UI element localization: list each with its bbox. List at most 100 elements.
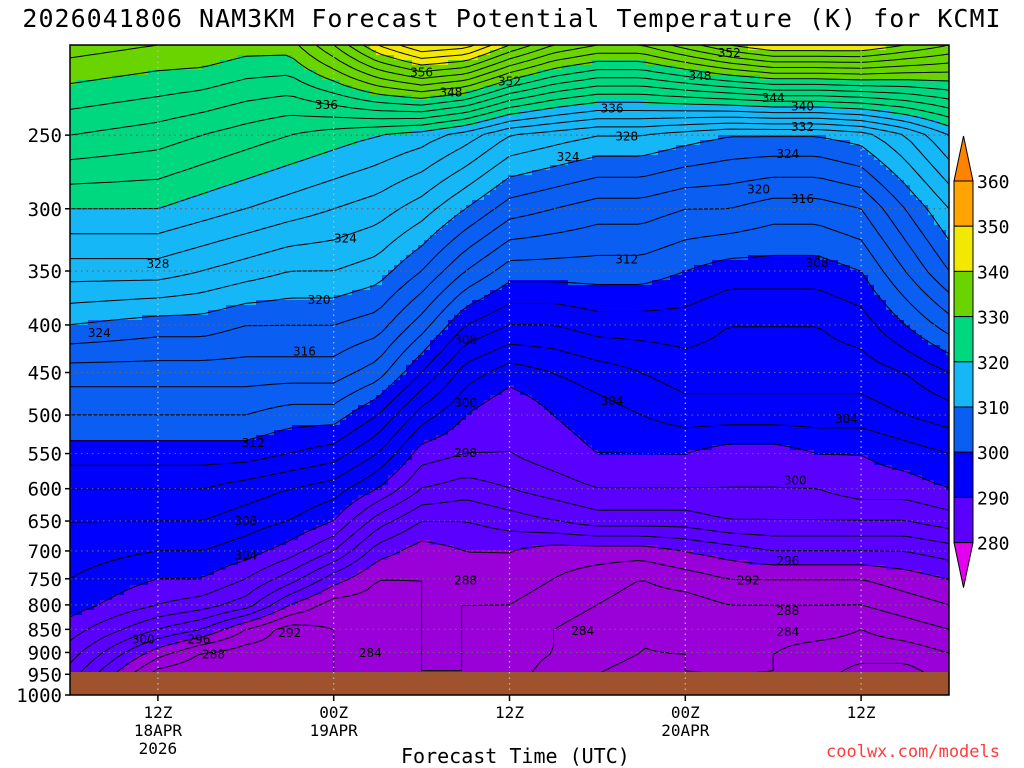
theta-cell — [268, 345, 275, 351]
theta-cell — [124, 595, 131, 601]
theta-cell — [154, 640, 161, 646]
theta-cell — [178, 585, 185, 591]
theta-cell — [190, 630, 197, 636]
theta-cell — [142, 75, 149, 81]
theta-cell — [208, 375, 215, 381]
theta-cell — [190, 85, 197, 91]
theta-cell — [286, 590, 293, 596]
theta-cell — [286, 60, 293, 66]
theta-cell — [142, 505, 149, 511]
theta-cell — [154, 485, 161, 491]
theta-cell — [118, 110, 125, 116]
theta-cell — [286, 335, 293, 341]
theta-cell — [178, 240, 185, 246]
theta-cell — [298, 90, 305, 96]
theta-cell — [280, 460, 287, 466]
theta-cell — [280, 455, 287, 461]
theta-cell — [112, 525, 119, 531]
theta-cell — [280, 650, 287, 656]
theta-cell — [106, 630, 113, 636]
theta-cell — [106, 645, 113, 651]
theta-cell — [256, 400, 263, 406]
theta-cell — [136, 245, 143, 251]
theta-cell — [202, 655, 209, 661]
theta-cell — [94, 575, 101, 581]
theta-cell — [88, 300, 95, 306]
theta-cell — [262, 70, 269, 76]
theta-cell — [220, 640, 227, 646]
theta-cell — [184, 200, 191, 206]
theta-cell — [130, 320, 137, 326]
theta-cell — [160, 255, 167, 261]
theta-cell — [274, 500, 281, 506]
theta-cell — [262, 650, 269, 656]
theta-cell — [196, 440, 203, 446]
theta-cell — [178, 555, 185, 561]
theta-cell — [184, 435, 191, 441]
theta-cell — [94, 140, 101, 146]
theta-cell — [148, 490, 155, 496]
theta-cell — [148, 190, 155, 196]
theta-cell — [292, 545, 299, 551]
theta-cell — [142, 625, 149, 631]
theta-cell — [232, 285, 239, 291]
theta-cell — [148, 275, 155, 281]
theta-cell — [202, 105, 209, 111]
theta-cell — [184, 310, 191, 316]
theta-cell — [280, 75, 287, 81]
theta-cell — [160, 100, 167, 106]
theta-cell — [130, 500, 137, 506]
theta-cell — [214, 185, 221, 191]
theta-cell — [232, 530, 239, 536]
theta-cell — [118, 650, 125, 656]
theta-cell — [274, 655, 281, 661]
theta-cell — [184, 130, 191, 136]
theta-cell — [124, 655, 131, 661]
theta-cell — [214, 560, 221, 566]
theta-cell — [112, 315, 119, 321]
theta-cell — [118, 560, 125, 566]
theta-cell — [118, 495, 125, 501]
theta-cell — [196, 215, 203, 221]
theta-cell — [226, 330, 233, 336]
theta-cell — [166, 60, 173, 66]
theta-cell — [286, 580, 293, 586]
theta-cell — [124, 135, 131, 141]
theta-cell — [226, 475, 233, 481]
theta-cell — [274, 130, 281, 136]
theta-cell — [208, 75, 215, 81]
theta-cell — [94, 530, 101, 536]
theta-cell — [244, 520, 251, 526]
theta-cell — [238, 625, 245, 631]
theta-cell — [88, 465, 95, 471]
theta-cell — [268, 320, 275, 326]
theta-cell — [76, 115, 83, 121]
theta-cell — [172, 420, 179, 426]
theta-cell — [106, 295, 113, 301]
theta-cell — [130, 55, 137, 61]
theta-cell — [106, 560, 113, 566]
theta-cell — [148, 570, 155, 576]
theta-cell — [196, 175, 203, 181]
theta-cell — [82, 485, 89, 491]
theta-cell — [76, 175, 83, 181]
theta-cell — [250, 265, 257, 271]
theta-cell — [196, 395, 203, 401]
theta-cell — [244, 535, 251, 541]
theta-cell — [190, 330, 197, 336]
theta-cell — [130, 210, 137, 216]
theta-cell — [142, 65, 149, 71]
theta-cell — [244, 280, 251, 286]
theta-cell — [100, 260, 107, 266]
theta-cell — [70, 560, 77, 566]
theta-cell — [244, 595, 251, 601]
theta-cell — [208, 655, 215, 661]
theta-cell — [154, 520, 161, 526]
theta-cell — [178, 310, 185, 316]
theta-cell — [214, 435, 221, 441]
theta-cell — [202, 50, 209, 56]
theta-cell — [154, 595, 161, 601]
theta-cell — [262, 545, 269, 551]
theta-cell — [76, 520, 83, 526]
theta-cell — [226, 495, 233, 501]
